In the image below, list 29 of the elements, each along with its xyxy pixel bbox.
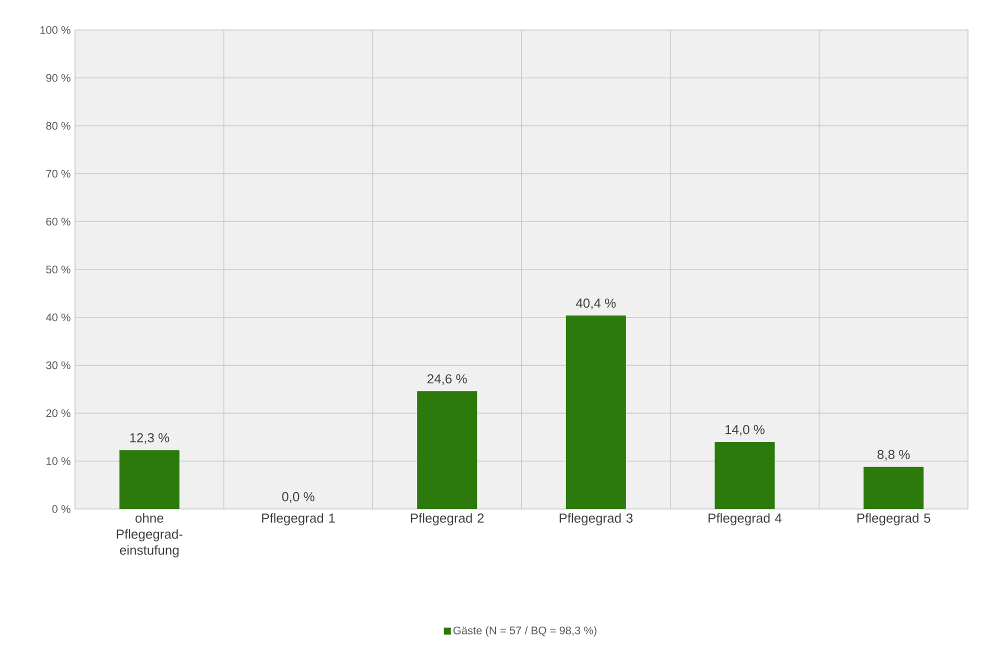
- x-tick-label: Pflegegrad 2: [410, 513, 484, 526]
- y-tick-label: 100 %: [40, 26, 70, 34]
- data-label: 8,8 %: [878, 450, 910, 461]
- data-label: 0,0 %: [282, 492, 314, 503]
- data-label: 24,6 %: [428, 374, 467, 385]
- y-tick-label: 30 %: [46, 361, 70, 370]
- data-label: 40,4 %: [576, 298, 616, 310]
- bar: [119, 450, 180, 509]
- y-tick-label: 50 %: [46, 266, 70, 274]
- y-tick-label: 60 %: [46, 218, 70, 226]
- y-tick-label: 90 %: [46, 74, 70, 82]
- x-tick-label: Pflegegrad 4: [708, 513, 782, 526]
- bar: [714, 442, 775, 509]
- bar: [566, 315, 626, 509]
- x-tick-label: ohne Pflegegrad-einstufung: [116, 513, 182, 558]
- data-label: 12,3 %: [130, 433, 170, 444]
- y-tick-label: 40 %: [46, 314, 70, 322]
- y-tick-label: 10 %: [46, 457, 70, 465]
- y-tick-label: 20 %: [46, 409, 70, 418]
- legend-label: Gäste (N = 57 / BQ = 98,3 %): [453, 626, 596, 637]
- y-tick-label: 70 %: [46, 170, 70, 178]
- bar: [417, 391, 478, 509]
- x-tick-label: Pflegegrad 5: [857, 513, 930, 526]
- y-tick-label: 0 %: [52, 505, 70, 513]
- bar: [864, 466, 924, 509]
- y-tick-label: 80 %: [46, 122, 70, 130]
- x-tick-label: Pflegegrad 3: [560, 513, 633, 526]
- data-label: 14,0 %: [726, 424, 765, 436]
- x-tick-label: Pflegegrad 1: [262, 513, 335, 526]
